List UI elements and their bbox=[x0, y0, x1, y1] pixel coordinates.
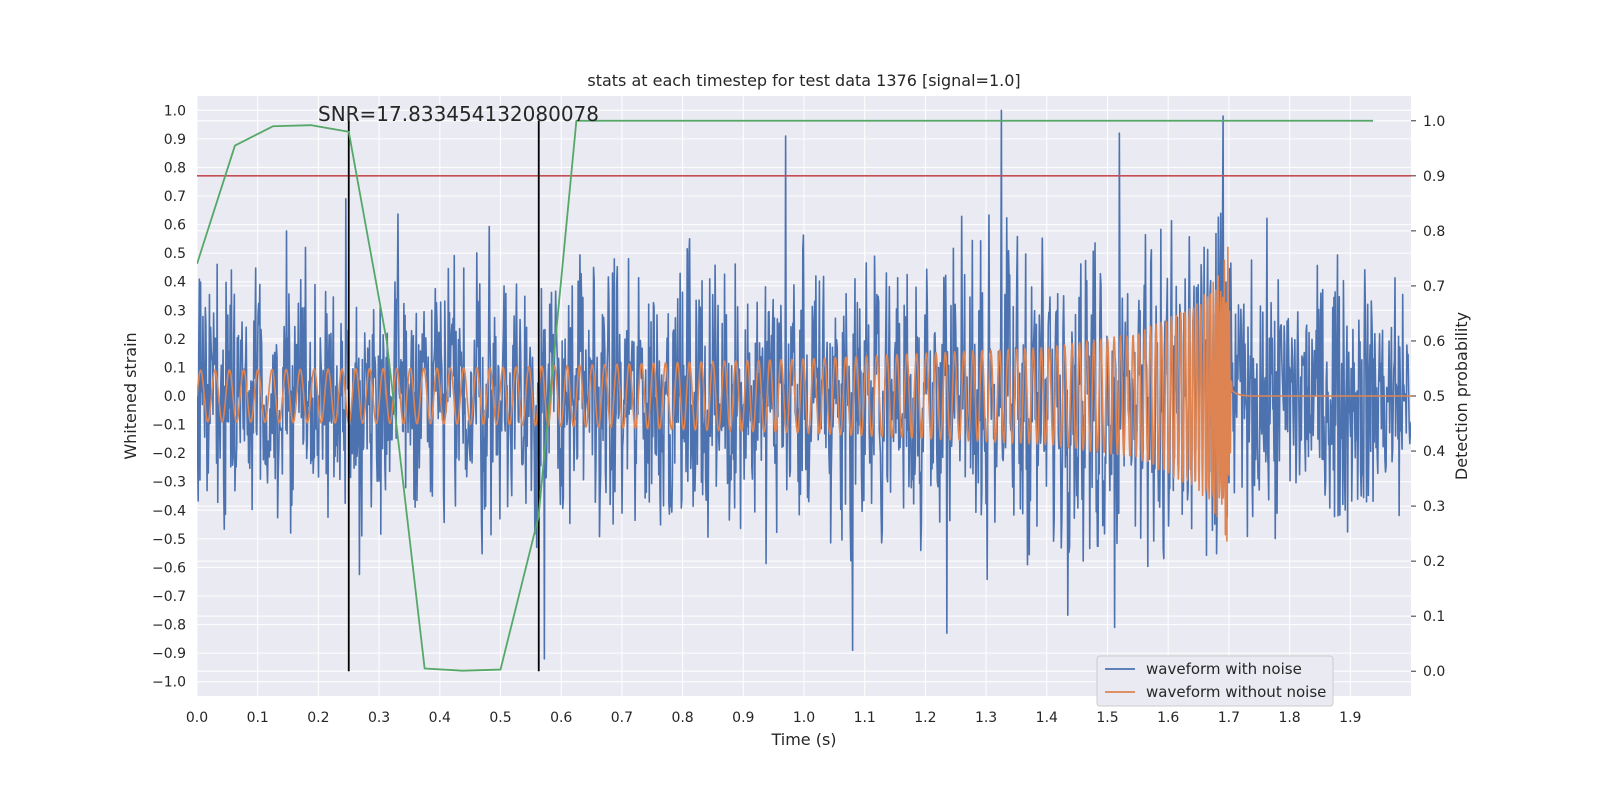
overlay-series bbox=[197, 119, 1411, 672]
legend: waveform with noise waveform without noi… bbox=[1096, 655, 1334, 707]
x-tick-label: 0.8 bbox=[671, 710, 693, 726]
y-left-tick-label: −0.7 bbox=[152, 589, 186, 605]
y-left-tick-label: −0.3 bbox=[152, 475, 186, 491]
x-tick-label: 1.4 bbox=[1036, 710, 1058, 726]
legend-box bbox=[1096, 655, 1334, 707]
y-left-tick-label: 0.1 bbox=[164, 360, 186, 376]
y-left-tick-label: 0.4 bbox=[164, 275, 186, 291]
gridlines bbox=[196, 96, 1411, 696]
y-left-tick-label: 0.6 bbox=[164, 218, 186, 234]
x-tick-label: 1.7 bbox=[1218, 710, 1240, 726]
y-left-tick-label: −0.8 bbox=[152, 618, 186, 634]
y-right-tick-label: 0.2 bbox=[1423, 554, 1445, 570]
y-left-tick-label: −0.2 bbox=[152, 446, 186, 462]
y-left-tick-label: 0.3 bbox=[164, 303, 186, 319]
x-tick-label: 0.0 bbox=[186, 710, 208, 726]
clean-waveform-series bbox=[197, 246, 1411, 542]
chart-title: stats at each timestep for test data 137… bbox=[587, 71, 1020, 90]
x-tick-label: 1.3 bbox=[975, 710, 997, 726]
y-left-tick-label: −0.4 bbox=[152, 503, 186, 519]
y-left-tick-label: −0.6 bbox=[152, 560, 186, 576]
x-tick-label: 1.5 bbox=[1096, 710, 1118, 726]
y-left-tick-label: 0.2 bbox=[164, 332, 186, 348]
y-right-tick-label: 0.1 bbox=[1423, 609, 1445, 625]
y-left-tick-label: 0.9 bbox=[164, 132, 186, 148]
y-left-tick-label: 0.7 bbox=[164, 189, 186, 205]
y-left-tick-label: 0.5 bbox=[164, 246, 186, 262]
y-axis-label-left: Whitened strain bbox=[121, 332, 140, 459]
x-tick-label: 1.1 bbox=[854, 710, 876, 726]
y-left-tick-label: −0.9 bbox=[152, 646, 186, 662]
y-left-tick-label: 1.0 bbox=[164, 103, 186, 119]
y-right-tick-label: 0.6 bbox=[1423, 334, 1445, 350]
x-tick-label: 0.4 bbox=[429, 710, 451, 726]
x-tick-label: 0.3 bbox=[368, 710, 390, 726]
y-right-tick-label: 0.7 bbox=[1423, 279, 1445, 295]
x-tick-label: 0.6 bbox=[550, 710, 572, 726]
y-left-tick-label: 0.8 bbox=[164, 160, 186, 176]
x-axis-label: Time (s) bbox=[770, 730, 836, 749]
x-tick-label: 0.9 bbox=[732, 710, 754, 726]
y-right-tick-label: 0.3 bbox=[1423, 499, 1445, 515]
y-right-tick-label: 1.0 bbox=[1423, 114, 1445, 130]
x-tick-label: 0.1 bbox=[247, 710, 269, 726]
x-tick-label: 0.5 bbox=[489, 710, 511, 726]
y-right-tick-label: 0.9 bbox=[1423, 169, 1445, 185]
snr-annotation: SNR=17.833454132080078 bbox=[318, 102, 599, 126]
x-tick-label: 0.2 bbox=[307, 710, 329, 726]
x-tick-label: 1.8 bbox=[1278, 710, 1300, 726]
x-tick-label: 1.0 bbox=[793, 710, 815, 726]
x-tick-label: 1.6 bbox=[1157, 710, 1179, 726]
x-tick-label: 1.9 bbox=[1339, 710, 1361, 726]
tick-labels: 0.0 0.1 0.2 0.3 0.4 0.5 0.6 0.7 0.8 0.9 1.0 1.1 1.2 1… bbox=[152, 103, 1445, 726]
y-right-tick-label: 0.8 bbox=[1423, 224, 1445, 240]
y-left-tick-label: −0.5 bbox=[152, 532, 186, 548]
y-left-tick-label: −0.1 bbox=[152, 418, 186, 434]
y-axis-label-right: Detection probability bbox=[1452, 312, 1471, 480]
detection-probability-line bbox=[197, 119, 1374, 672]
legend-label-clean: waveform without noise bbox=[1146, 683, 1326, 701]
clean-waveform-line bbox=[197, 246, 1411, 542]
x-tick-label: 1.2 bbox=[914, 710, 936, 726]
x-tick-label: 0.7 bbox=[611, 710, 633, 726]
legend-label-noise: waveform with noise bbox=[1146, 660, 1302, 678]
y-left-tick-label: 0.0 bbox=[164, 389, 186, 405]
y-right-tick-label: 0.4 bbox=[1423, 444, 1445, 460]
y-right-tick-label: 0.0 bbox=[1423, 664, 1445, 680]
y-right-tick-label: 0.5 bbox=[1423, 389, 1445, 405]
y-left-tick-label: −1.0 bbox=[152, 675, 186, 691]
